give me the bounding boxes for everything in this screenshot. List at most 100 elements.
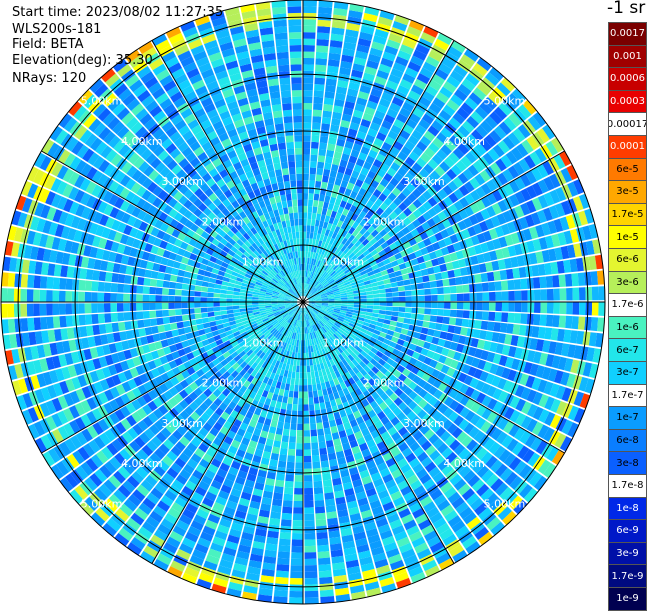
- ppi-bin: [394, 252, 403, 260]
- ppi-bin: [287, 337, 292, 345]
- ppi-bin: [316, 383, 322, 391]
- ppi-bin: [447, 491, 461, 504]
- ppi-bin: [298, 307, 301, 314]
- ppi-bin: [380, 342, 389, 350]
- ppi-bin: [184, 566, 200, 578]
- ppi-bin: [242, 525, 255, 535]
- ppi-bin: [295, 455, 303, 463]
- ppi-bin: [198, 427, 209, 438]
- ppi-bin: [359, 227, 367, 236]
- ppi-bin: [499, 322, 508, 333]
- ppi-bin: [539, 276, 547, 289]
- ppi-bin: [392, 140, 404, 151]
- ppi-bin: [463, 293, 470, 302]
- ppi-bin: [491, 375, 501, 388]
- ppi-bin: [306, 270, 310, 278]
- ppi-bin: [518, 324, 527, 336]
- ppi-bin: [385, 388, 394, 397]
- ppi-bin: [325, 381, 331, 389]
- ppi-bin: [320, 335, 326, 342]
- ppi-bin: [445, 332, 454, 341]
- ppi-bin: [518, 464, 532, 479]
- ppi-bin: [305, 277, 309, 284]
- ppi-bin: [508, 302, 515, 312]
- ppi-bin: [258, 509, 270, 518]
- ppi-bin: [403, 318, 411, 325]
- ppi-bin: [181, 572, 198, 584]
- ppi-bin: [532, 277, 541, 289]
- ppi-bin: [279, 447, 288, 456]
- ppi-bin: [437, 309, 444, 316]
- ppi-bin: [394, 530, 408, 542]
- ppi-bin: [325, 367, 331, 375]
- ppi-bin: [411, 219, 421, 228]
- ppi-bin: [396, 411, 407, 422]
- ppi-bin: [506, 438, 519, 452]
- ppi-bin: [377, 410, 386, 420]
- ppi-bin: [457, 372, 468, 383]
- ppi-bin: [328, 52, 341, 61]
- ppi-bin: [127, 427, 139, 440]
- ppi-bin: [390, 162, 401, 172]
- ppi-bin: [320, 214, 326, 222]
- ppi-bin: [402, 273, 410, 281]
- ppi-bin: [364, 521, 377, 532]
- ppi-bin: [325, 498, 336, 507]
- ppi-bin: [579, 241, 589, 257]
- ppi-bin: [325, 331, 332, 338]
- ppi-bin: [328, 393, 335, 401]
- ppi-bin: [303, 378, 308, 386]
- ppi-bin: [424, 429, 435, 440]
- ppi-bin: [532, 391, 543, 406]
- ppi-bin: [481, 469, 494, 483]
- ppi-bin: [334, 233, 341, 241]
- ppi-bin: [339, 288, 347, 292]
- ppi-bin: [308, 300, 316, 302]
- ppi-bin: [301, 307, 303, 315]
- ppi-bin: [351, 284, 359, 289]
- ppi-bin: [33, 303, 40, 317]
- ppi-bin: [314, 295, 321, 299]
- ppi-bin: [503, 257, 513, 269]
- ppi-bin: [231, 362, 240, 370]
- ppi-bin: [181, 314, 190, 322]
- ppi-bin: [465, 492, 480, 506]
- ppi-bin: [411, 415, 421, 426]
- ppi-bin: [312, 317, 317, 324]
- ppi-bin: [300, 359, 303, 366]
- ppi-bin: [355, 50, 368, 60]
- ppi-bin: [344, 283, 352, 288]
- ppi-bin: [327, 277, 334, 284]
- ppi-bin: [582, 362, 593, 377]
- ppi-bin: [351, 213, 359, 222]
- ppi-bin: [194, 285, 202, 292]
- ppi-bin: [311, 288, 317, 294]
- ppi-bin: [566, 244, 576, 259]
- ppi-bin: [334, 331, 341, 338]
- ppi-bin: [178, 452, 190, 464]
- ppi-bin: [385, 237, 395, 246]
- ppi-bin: [210, 542, 224, 553]
- ppi-bin: [169, 281, 177, 289]
- ppi-bin: [379, 467, 391, 478]
- ppi-bin: [294, 475, 303, 482]
- ppi-bin: [377, 523, 391, 534]
- ppi-bin: [379, 297, 387, 302]
- ppi-bin: [293, 500, 303, 508]
- ppi-bin: [429, 541, 445, 554]
- ppi-bin: [438, 109, 452, 122]
- ppi-bin: [369, 400, 379, 410]
- ppi-bin: [472, 62, 488, 77]
- ppi-bin: [455, 276, 463, 285]
- ppi-bin: [417, 308, 425, 314]
- ppi-bin: [324, 433, 333, 442]
- ppi-bin: [235, 476, 246, 486]
- ppi-bin: [283, 313, 289, 319]
- ppi-bin: [132, 489, 146, 502]
- ppi-bin: [318, 268, 324, 276]
- ppi-bin: [268, 364, 275, 373]
- ppi-bin: [526, 240, 536, 253]
- ppi-bin: [252, 454, 262, 464]
- ppi-bin: [346, 565, 361, 575]
- ppi-bin: [309, 271, 313, 278]
